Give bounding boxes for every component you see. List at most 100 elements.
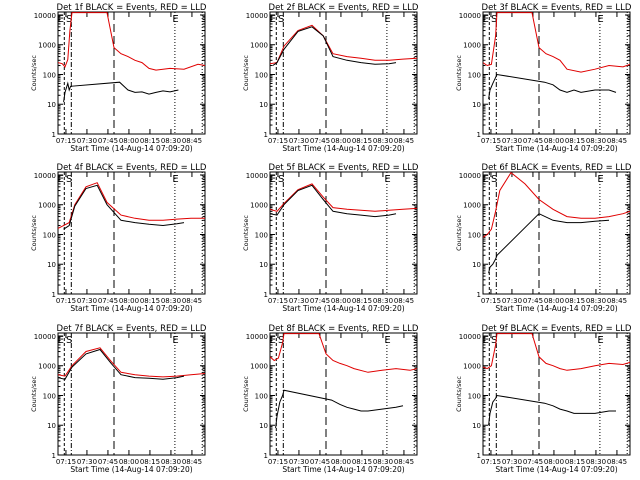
chart-panel-det-9f: Det 9f BLACK = Events, RED = LLD 1 10 100 10… — [455, 324, 632, 474]
chart-panel-det-8f: Det 8f BLACK = Events, RED = LLD 1 10 100 10… — [242, 324, 419, 474]
y-tick-label: 1000 — [38, 42, 56, 50]
y-tick-label: 1000 — [38, 202, 56, 210]
series-line-events — [272, 26, 397, 66]
y-tick-label: 10 — [47, 261, 56, 269]
chart-title: Det 5f BLACK = Events, RED = LLD — [269, 163, 419, 173]
series-line-events — [58, 348, 185, 380]
y-tick-label: 10000 — [34, 333, 56, 341]
y-axis-label: Counts/sec — [455, 55, 463, 91]
y-tick-label: 10000 — [246, 172, 268, 180]
x-tick-label: 08:15 — [565, 137, 585, 145]
x-tick-label: 08:30 — [586, 137, 606, 145]
x-tick-label: 08:00 — [119, 137, 139, 145]
x-tick-label: 07:15 — [481, 297, 501, 305]
y-axis-label: Counts/sec — [30, 55, 38, 91]
y-tick-label: 10 — [259, 261, 268, 269]
x-tick-label: 07:15 — [268, 297, 288, 305]
x-tick-label: 07:15 — [481, 137, 501, 145]
x-tick-label: 08:45 — [607, 297, 627, 305]
chart-panel-det-3f: Det 3f BLACK = Events, RED = LLD 1 10 100 10… — [455, 3, 632, 153]
y-tick-label: 100 — [43, 71, 56, 79]
x-tick-label: 08:15 — [565, 458, 585, 466]
x-tick-label: 07:30 — [77, 137, 97, 145]
phase-marker-s: S — [66, 174, 72, 185]
x-tick-label: 08:30 — [161, 137, 181, 145]
plot-frame — [269, 332, 418, 456]
y-tick-label: 10 — [259, 101, 268, 109]
x-tick-label: 07:15 — [268, 137, 288, 145]
x-tick-label: 07:15 — [56, 458, 76, 466]
x-axis-label: Start Time (14-Aug-14 07:09:20) — [495, 304, 617, 313]
y-tick-label: 10 — [47, 101, 56, 109]
x-tick-label: 08:00 — [119, 458, 139, 466]
x-tick-label: 08:30 — [586, 458, 606, 466]
y-tick-label: 10000 — [34, 12, 56, 20]
x-tick-label: 07:30 — [289, 137, 309, 145]
x-tick-label: 07:30 — [77, 297, 97, 305]
phase-marker-s: S — [491, 14, 497, 25]
y-tick-label: 1000 — [463, 202, 481, 210]
x-tick-label: 08:00 — [544, 458, 564, 466]
phase-marker-e: E — [597, 14, 603, 25]
y-tick-label: 1000 — [38, 363, 56, 371]
phase-marker-s: S — [278, 14, 284, 25]
series-line-lld — [483, 333, 630, 371]
phase-marker-e: E — [483, 14, 489, 25]
x-axis-label: Start Time (14-Aug-14 07:09:20) — [495, 465, 617, 474]
plot-frame — [482, 11, 631, 135]
phase-marker-s: S — [66, 335, 72, 346]
x-tick-label: 08:45 — [182, 297, 202, 305]
x-tick-label: 08:45 — [182, 458, 202, 466]
chart-title: Det 4f BLACK = Events, RED = LLD — [57, 163, 207, 173]
x-axis-label: Start Time (14-Aug-14 07:09:20) — [282, 465, 404, 474]
chart-title: Det 9f BLACK = Events, RED = LLD — [482, 324, 632, 334]
x-tick-label: 08:45 — [394, 297, 414, 305]
y-tick-label: 1 — [477, 291, 481, 299]
x-tick-label: 07:45 — [310, 458, 330, 466]
y-axis-label: Counts/sec — [242, 376, 250, 412]
x-axis-label: Start Time (14-Aug-14 07:09:20) — [282, 144, 404, 153]
y-tick-label: 100 — [255, 231, 268, 239]
y-tick-label: 1 — [477, 452, 481, 460]
x-tick-label: 08:00 — [331, 137, 351, 145]
y-tick-label: 10000 — [459, 333, 481, 341]
x-tick-label: 08:00 — [119, 297, 139, 305]
plot-frame — [57, 171, 206, 295]
y-tick-label: 100 — [255, 392, 268, 400]
plot-frame — [269, 11, 418, 135]
series-line-events — [270, 184, 397, 218]
x-tick-label: 08:15 — [352, 137, 372, 145]
chart-panel-det-7f: Det 7f BLACK = Events, RED = LLD 1 10 100 10… — [30, 324, 207, 474]
phase-marker-e: E — [58, 174, 64, 185]
y-tick-label: 1000 — [250, 42, 268, 50]
x-tick-label: 08:00 — [544, 297, 564, 305]
chart-title: Det 3f BLACK = Events, RED = LLD — [482, 3, 632, 13]
series-line-events — [63, 81, 179, 102]
chart-panel-det-1f: Det 1f BLACK = Events, RED = LLD 1 10 100 10… — [30, 3, 207, 153]
phase-marker-e: E — [384, 174, 390, 185]
x-tick-label: 07:30 — [502, 137, 522, 145]
x-tick-label: 08:30 — [373, 297, 393, 305]
y-axis-label: Counts/sec — [30, 376, 38, 412]
chart-title: Det 6f BLACK = Events, RED = LLD — [482, 163, 632, 173]
series-line-events — [63, 184, 185, 230]
y-tick-label: 100 — [468, 231, 481, 239]
y-tick-label: 1 — [52, 131, 56, 139]
x-tick-label: 07:15 — [268, 458, 288, 466]
series-line-events — [488, 73, 617, 100]
x-tick-label: 07:45 — [98, 458, 118, 466]
phase-marker-e: E — [483, 174, 489, 185]
phase-marker-e: E — [58, 14, 64, 25]
x-tick-label: 08:15 — [140, 458, 160, 466]
y-tick-label: 10 — [472, 261, 481, 269]
x-axis-label: Start Time (14-Aug-14 07:09:20) — [70, 144, 192, 153]
phase-marker-e: E — [597, 335, 603, 346]
phase-marker-e: E — [384, 14, 390, 25]
y-tick-label: 100 — [468, 71, 481, 79]
phase-marker-e: E — [384, 335, 390, 346]
x-axis-label: Start Time (14-Aug-14 07:09:20) — [70, 465, 192, 474]
y-tick-label: 100 — [43, 231, 56, 239]
plot-frame — [269, 171, 418, 295]
x-axis-label: Start Time (14-Aug-14 07:09:20) — [70, 304, 192, 313]
